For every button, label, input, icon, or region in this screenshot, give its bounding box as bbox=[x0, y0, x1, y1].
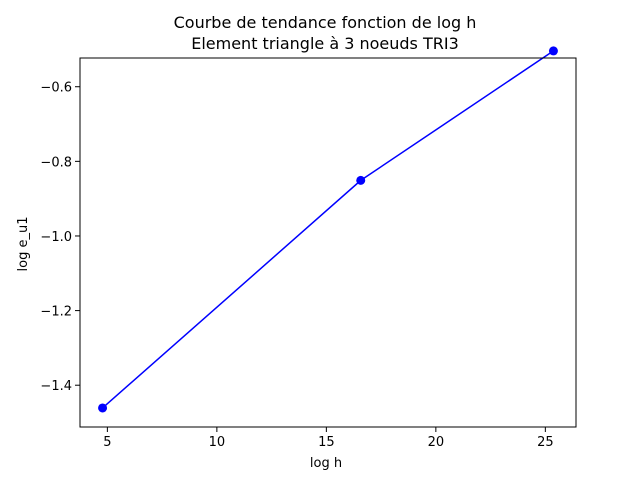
x-tick-label: 10 bbox=[209, 435, 226, 450]
data-point bbox=[548, 46, 558, 56]
y-tick-label: −1.2 bbox=[40, 305, 72, 320]
x-tick-label: 5 bbox=[103, 435, 111, 450]
axes-frame bbox=[79, 57, 577, 428]
x-axis-label: log h bbox=[310, 456, 342, 471]
y-axis-label: log e_u1 bbox=[16, 217, 31, 272]
data-point bbox=[356, 175, 366, 185]
series-line-0 bbox=[102, 50, 554, 409]
y-tick-label: −0.6 bbox=[40, 81, 72, 96]
y-tick-label: −0.8 bbox=[40, 155, 72, 170]
x-tick-label: 15 bbox=[318, 435, 335, 450]
chart-title: Courbe de tendance fonction de log h bbox=[174, 13, 477, 32]
chart-subtitle: Element triangle à 3 noeuds TRI3 bbox=[191, 34, 459, 53]
x-tick-label: 20 bbox=[428, 435, 445, 450]
y-tick-label: −1.0 bbox=[40, 230, 72, 245]
y-tick-label: −1.4 bbox=[40, 379, 72, 394]
plot-area: 5 10 15 20 25 −1.4 −1.2 −1.0 −0.8 −0.6 bbox=[40, 46, 577, 450]
data-point bbox=[98, 403, 108, 413]
x-tick-label: 25 bbox=[537, 435, 554, 450]
